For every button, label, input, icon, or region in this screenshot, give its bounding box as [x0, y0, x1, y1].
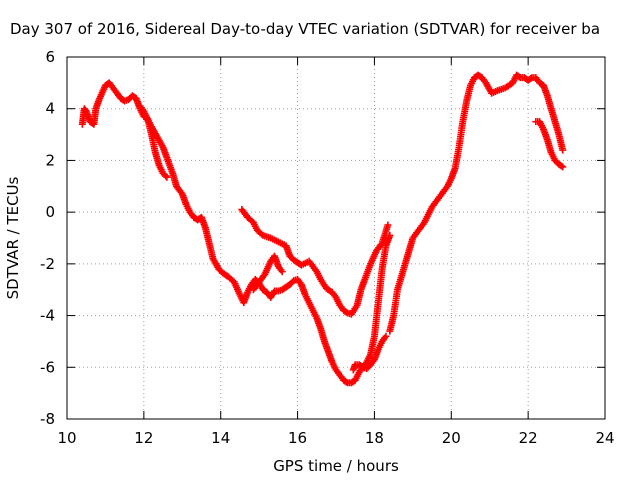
plot-frame	[66, 56, 606, 420]
y-tick-label: 0	[45, 203, 55, 221]
data-point	[342, 378, 350, 386]
data-point	[515, 73, 523, 81]
series-segment-5	[386, 71, 567, 335]
data-point	[162, 172, 170, 180]
y-axis-title: SDTVAR / TECUs	[4, 176, 22, 299]
data-point	[557, 162, 565, 170]
x-axis-title: GPS time / hours	[273, 457, 399, 475]
data-marks	[78, 71, 567, 387]
y-tick-label: 2	[45, 151, 55, 169]
data-point	[559, 146, 567, 154]
y-tick-label: -4	[40, 307, 55, 325]
series-segment-4	[249, 252, 286, 294]
series-segment-1	[78, 79, 394, 387]
series-segment-3	[238, 206, 392, 318]
y-tick-label: 6	[45, 48, 55, 66]
x-tick-label: 24	[595, 429, 614, 447]
chart-title: Day 307 of 2016, Sidereal Day-to-day VTE…	[10, 20, 600, 38]
y-tick-label: -2	[40, 255, 55, 273]
data-point	[384, 221, 392, 229]
data-point	[163, 173, 171, 181]
x-tick-label: 10	[57, 429, 76, 447]
data-point	[382, 332, 390, 340]
data-point	[358, 362, 366, 370]
x-tick-label: 20	[442, 429, 461, 447]
data-point	[559, 163, 567, 171]
y-tick-label: 4	[45, 100, 55, 118]
y-tick-label: -8	[40, 410, 55, 428]
series-segment-7	[349, 332, 390, 374]
x-tick-label: 14	[211, 429, 230, 447]
y-tick-label: -6	[40, 358, 55, 376]
x-tick-label: 12	[134, 429, 153, 447]
data-point	[342, 308, 350, 316]
data-point	[527, 75, 535, 83]
x-tick-label: 22	[519, 429, 538, 447]
x-tick-label: 18	[365, 429, 384, 447]
series-segment-2	[136, 102, 171, 181]
series-segment-6	[532, 118, 567, 171]
data-point	[278, 268, 286, 276]
x-tick-label: 16	[288, 429, 307, 447]
